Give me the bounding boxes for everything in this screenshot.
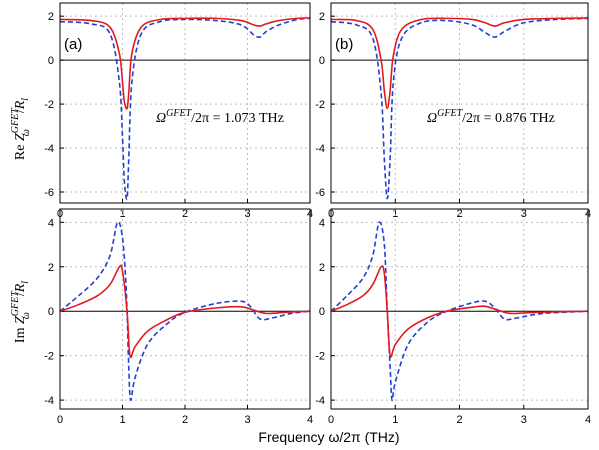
x-tick-label: 3 (521, 414, 527, 426)
x-tick-label: 4 (585, 414, 591, 426)
y-axis-label-top: Re ZGFETω/Rl (10, 98, 32, 160)
series-line-dashed (60, 220, 310, 401)
panel-top-left: 0123420-2-4-6(a)ΩGFET/2π = 1.073 THz (44, 2, 313, 220)
frequency-annotation: ΩGFET/2π = 1.073 THz (156, 108, 284, 126)
panel-label: (b) (335, 36, 353, 53)
x-tick-label: 0 (328, 414, 334, 426)
y-tick-label: -6 (315, 187, 325, 199)
y-tick-label: -6 (44, 187, 54, 199)
x-axis-label: Frequency ω/2π (THz) (258, 429, 399, 445)
plot-frame (59, 2, 311, 204)
x-tick-label: 0 (57, 414, 63, 426)
y-tick-label: 4 (48, 217, 54, 229)
y-tick-label: 4 (319, 217, 325, 229)
y-tick-label: 0 (48, 306, 54, 318)
y-tick-label: 0 (48, 55, 54, 67)
panel-top-right: 0123420-2-4-6(b)ΩGFET/2π = 0.876 THz (315, 2, 591, 220)
x-tick-label: 1 (119, 414, 125, 426)
frequency-annotation: ΩGFET/2π = 0.876 THz (427, 108, 555, 126)
y-tick-label: 0 (319, 306, 325, 318)
y-tick-label: -2 (44, 99, 54, 111)
x-tick-label: 2 (182, 414, 188, 426)
y-tick-label: 2 (319, 11, 325, 23)
series-line-solid (60, 17, 310, 110)
series-line-solid (60, 264, 310, 359)
x-tick-label: 4 (307, 414, 313, 426)
series-line-dashed (60, 17, 310, 201)
y-tick-label: -2 (315, 99, 325, 111)
y-tick-label: -4 (44, 395, 54, 407)
series-line-solid (331, 17, 588, 110)
y-tick-label: -2 (315, 351, 325, 363)
y-tick-label: -4 (44, 143, 54, 155)
series-line-solid (331, 265, 588, 358)
plot-frame (330, 208, 589, 410)
panels: 0 1 2 3 4 2 0 -2 -4 -6 (a) ΩGFET/2π = 1.073 THz 0 1 2 3… (44, 2, 591, 426)
panel-bottom-left: 0 1 2 3 4 4 2 0 -2 -4 (44, 208, 313, 426)
y-tick-label: 2 (319, 262, 325, 274)
y-tick-label: 2 (48, 262, 54, 274)
y-tick-label: -4 (315, 395, 325, 407)
y-axis-label-bottom: Im ZGFETω/Rl (10, 281, 32, 343)
series-line-dashed (331, 221, 588, 402)
plot-frame (330, 2, 589, 204)
plot-frame (59, 208, 311, 410)
x-tick-label: 2 (456, 414, 462, 426)
y-tick-label: 0 (319, 55, 325, 67)
panel-label: (a) (64, 36, 82, 53)
x-tick-label: 3 (244, 414, 250, 426)
y-tick-label: 2 (48, 11, 54, 23)
y-tick-label: -4 (315, 143, 325, 155)
x-tick-label: 1 (392, 414, 398, 426)
y-tick-label: -2 (44, 351, 54, 363)
panel-bottom-right: 0 1 2 3 4 4 2 0 -2 -4 (315, 208, 591, 426)
series-line-dashed (331, 17, 588, 200)
